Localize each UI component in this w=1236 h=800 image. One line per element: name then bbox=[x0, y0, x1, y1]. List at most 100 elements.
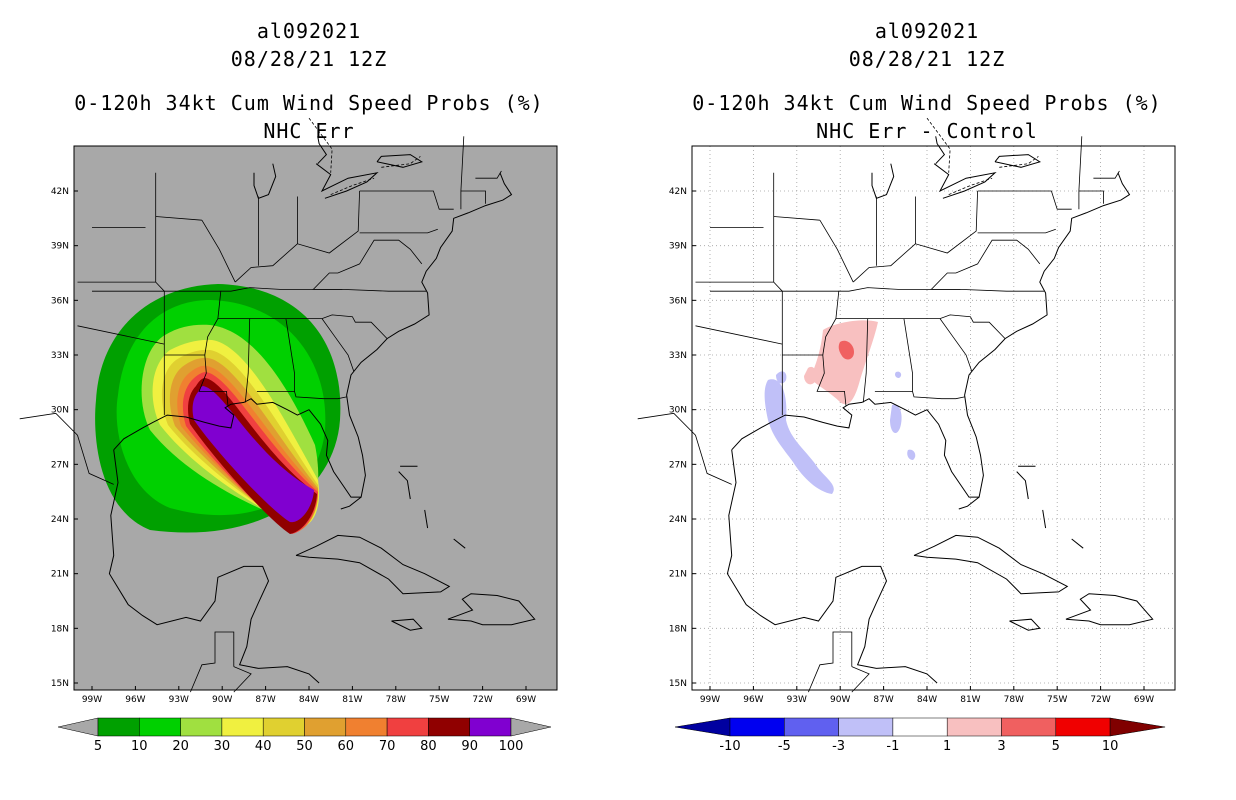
left-colorbar-swatch bbox=[262, 717, 305, 737]
right-coastline-7 bbox=[871, 163, 895, 199]
right-lake-border-0 bbox=[948, 177, 993, 195]
right-product-title: 0-120h 34kt Cum Wind Speed Probs (%) bbox=[692, 91, 1162, 115]
right-border-3 bbox=[835, 318, 869, 403]
right-border-9 bbox=[930, 239, 1041, 290]
left-colorbar-arrow-high bbox=[510, 717, 552, 737]
left-border-25 bbox=[190, 631, 235, 693]
right-lon-label: 93W bbox=[787, 695, 807, 705]
left-colorbar-swatch bbox=[428, 717, 470, 737]
left-lon-label: 84W bbox=[299, 695, 319, 705]
left-lon-label: 99W bbox=[82, 695, 102, 705]
right-border-14 bbox=[977, 228, 1056, 234]
left-border-3 bbox=[217, 318, 251, 403]
left-lake-border-2 bbox=[308, 117, 333, 173]
right-colorbar-swatch bbox=[1055, 717, 1111, 737]
left-map: 42N 39N 36N 33N 30N 27N 24N 21N 18N 15N 99W 96W 93W 9… bbox=[19, 117, 558, 754]
right-negative-patch-4 bbox=[907, 449, 916, 460]
left-lon-label: 96W bbox=[125, 695, 145, 705]
left-colorbar-swatch bbox=[97, 717, 140, 737]
left-colorbar-swatch bbox=[304, 717, 347, 737]
left-colorbar-label: 60 bbox=[338, 739, 355, 754]
left-border-24 bbox=[19, 412, 114, 485]
right-geography bbox=[637, 117, 1154, 693]
left-coastline-7 bbox=[253, 163, 277, 199]
left-border-14 bbox=[359, 228, 438, 234]
right-colorbar: -10 -5 -3 -1 1 3 5 10 bbox=[674, 717, 1166, 754]
right-lon-label: 99W bbox=[700, 695, 720, 705]
right-colorbar-label: -3 bbox=[832, 739, 845, 754]
left-storm-id: al092021 bbox=[256, 19, 362, 43]
right-lake-border-1 bbox=[999, 156, 1039, 168]
left-lat-label: 18N bbox=[51, 624, 69, 634]
left-geography bbox=[19, 117, 536, 693]
right-colorbar-label: 1 bbox=[943, 739, 951, 754]
right-lon-label: 75W bbox=[1047, 695, 1067, 705]
left-lat-label: 15N bbox=[51, 679, 69, 689]
right-frame bbox=[691, 145, 1176, 691]
left-lake-border-0 bbox=[330, 177, 375, 195]
right-positive-core bbox=[838, 340, 854, 360]
left-colorbar-swatch bbox=[386, 717, 429, 737]
right-lat-label: 21N bbox=[669, 570, 687, 580]
right-border-15 bbox=[977, 190, 1072, 210]
left-coastline-5 bbox=[315, 163, 379, 199]
right-lat-label: 33N bbox=[669, 351, 687, 361]
left-islands-1 bbox=[398, 471, 411, 500]
left-lon-label: 75W bbox=[429, 695, 449, 705]
right-lat-label: 27N bbox=[669, 460, 687, 470]
right-lon-label: 84W bbox=[917, 695, 937, 705]
right-map: 42N 39N 36N 33N 30N 27N 24N 21N 18N 15N 99W 96W 93W 9… bbox=[637, 117, 1176, 754]
left-colorbar-label: 80 bbox=[420, 739, 437, 754]
right-border-26 bbox=[851, 666, 870, 693]
left-border-26 bbox=[233, 666, 252, 693]
right-border-25 bbox=[808, 631, 853, 693]
right-border-7 bbox=[939, 318, 973, 372]
left-colorbar-label: 5 bbox=[94, 739, 102, 754]
right-lon-label: 96W bbox=[743, 695, 763, 705]
left-lon-label: 72W bbox=[472, 695, 492, 705]
right-islands-1 bbox=[1016, 471, 1029, 500]
right-colorbar-label: -5 bbox=[778, 739, 791, 754]
left-border-6 bbox=[285, 318, 295, 392]
left-border-17 bbox=[460, 190, 486, 204]
right-positive-patch-2 bbox=[804, 366, 817, 385]
right-colorbar-label: -10 bbox=[719, 739, 740, 754]
left-lat-label: 36N bbox=[51, 296, 69, 306]
left-product-title: 0-120h 34kt Cum Wind Speed Probs (%) bbox=[74, 91, 544, 115]
left-islands-2 bbox=[424, 509, 429, 529]
right-border-4 bbox=[867, 314, 1006, 339]
right-lon-label: 87W bbox=[873, 695, 893, 705]
right-colorbar-swatch bbox=[784, 717, 839, 737]
left-lat-label: 24N bbox=[51, 515, 69, 525]
right-lat-label: 15N bbox=[669, 679, 687, 689]
left-lon-label: 78W bbox=[386, 695, 406, 705]
left-panel: al092021 08/28/21 12Z 0-120h 34kt Cum Wi… bbox=[19, 19, 558, 754]
right-datetime: 08/28/21 12Z bbox=[848, 47, 1006, 71]
right-colorbar-swatch bbox=[1001, 717, 1057, 737]
right-coastline-3 bbox=[1065, 593, 1154, 626]
left-islands-3 bbox=[453, 538, 466, 549]
right-storm-id: al092021 bbox=[874, 19, 980, 43]
right-border-6 bbox=[903, 318, 913, 392]
left-coastline-0 bbox=[108, 449, 320, 684]
right-panel: al092021 08/28/21 12Z 0-120h 34kt Cum Wi… bbox=[618, 0, 1236, 800]
left-colorbar-arrow-low bbox=[57, 717, 99, 737]
right-coastline-8 bbox=[935, 136, 946, 165]
right-colorbar-swatch bbox=[946, 717, 1002, 737]
left-colorbar: 5 10 20 30 40 50 60 70 80 90 100 bbox=[57, 717, 552, 754]
left-lake-border-1 bbox=[381, 156, 421, 168]
right-colorbar-label: -1 bbox=[886, 739, 899, 754]
right-border-24 bbox=[637, 412, 732, 485]
right-border-8 bbox=[838, 287, 1045, 292]
left-border-7 bbox=[321, 318, 355, 372]
left-subtitle: NHC Err bbox=[263, 119, 355, 143]
right-colorbar-swatch bbox=[729, 717, 785, 737]
right-islands-2 bbox=[1042, 509, 1047, 529]
right-coastline-4 bbox=[1009, 618, 1041, 631]
right-lon-label: 72W bbox=[1090, 695, 1110, 705]
right-lon-label: 69W bbox=[1134, 695, 1154, 705]
left-colorbar-swatch bbox=[469, 717, 512, 737]
right-border-13 bbox=[819, 219, 854, 283]
right-lat-label: 30N bbox=[669, 406, 687, 416]
right-lon-label: 90W bbox=[830, 695, 850, 705]
